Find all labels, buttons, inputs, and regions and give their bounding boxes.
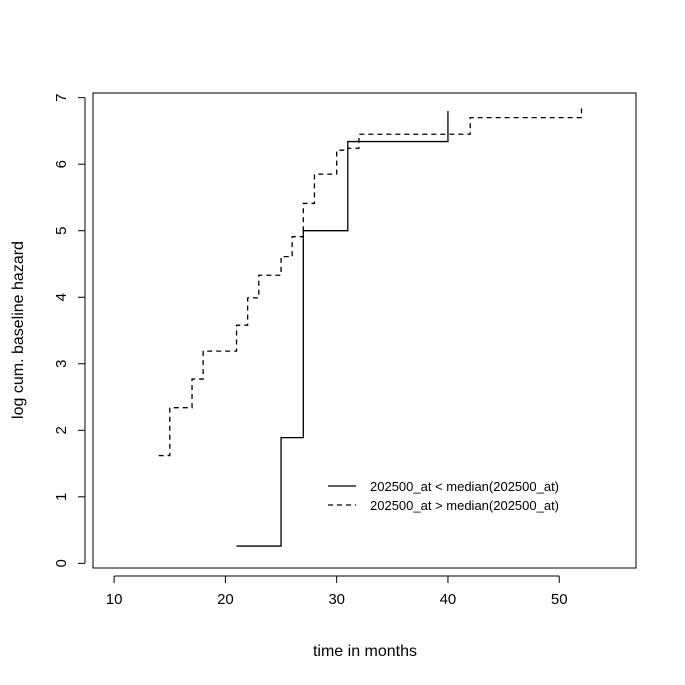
x-axis-title: time in months: [313, 643, 417, 660]
x-tick-label: 30: [328, 591, 345, 608]
y-tick-label: 1: [53, 493, 70, 501]
x-tick-label: 40: [440, 591, 457, 608]
y-tick-label: 4: [53, 293, 70, 301]
series-layer: [158, 105, 583, 547]
legend: 202500_at < median(202500_at) 202500_at >…: [328, 479, 559, 513]
y-axis: 0 1 2 3 4 5 6 7: [53, 93, 86, 568]
x-tick-label: 50: [551, 591, 568, 608]
x-tick-label: 10: [106, 591, 123, 608]
legend-label-1: 202500_at < median(202500_at): [370, 479, 559, 494]
x-axis: 10 20 30 40 50: [106, 575, 568, 608]
plot-frame: [92, 92, 637, 569]
y-tick-label: 6: [53, 160, 70, 168]
y-tick-label: 5: [53, 227, 70, 235]
series-line-2: [158, 105, 583, 457]
x-tick-label: 20: [217, 591, 234, 608]
y-tick-label: 2: [53, 426, 70, 434]
y-tick-label: 0: [53, 559, 70, 567]
legend-label-2: 202500_at > median(202500_at): [370, 498, 559, 513]
y-tick-label: 7: [53, 93, 70, 101]
y-tick-label: 3: [53, 360, 70, 368]
y-axis-title: log cum. baseline hazard: [10, 241, 27, 419]
